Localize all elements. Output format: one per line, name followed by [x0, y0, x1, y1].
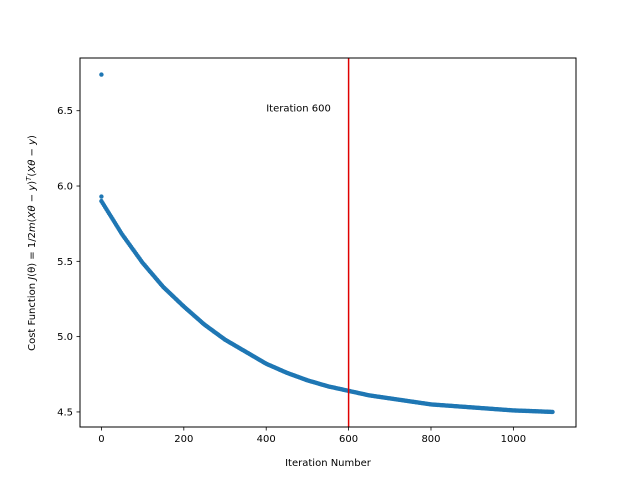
x-tick-label: 200 — [174, 434, 193, 445]
plot-frame — [79, 57, 577, 428]
x-tick-label: 600 — [339, 434, 358, 445]
y-label-equals: = 1/2 — [27, 232, 38, 263]
x-axis-label: Iteration Number — [285, 458, 372, 469]
annotation-iteration-600: Iteration 600 — [266, 104, 331, 115]
axis-ticks: 0 200 400 600 800 1000 4.5 5.0 5.5 6.0 6.5 — [57, 106, 526, 445]
y-label-minus2: − — [27, 145, 38, 160]
y-tick-label: 5.5 — [57, 257, 73, 268]
y-label-prefix: Cost Function — [27, 280, 38, 351]
y-label-x1: X — [27, 210, 38, 219]
y-axis-label: Cost Function J(θ) = 1/2m(Xθ − y)T(Xθ − … — [25, 135, 38, 351]
y-label-y2: y — [27, 138, 38, 146]
y-label-theta1: θ — [27, 205, 38, 211]
y-label-j: J — [27, 277, 38, 282]
y-label-paren-close1: ) — [27, 181, 38, 185]
y-tick-label: 6.0 — [57, 182, 73, 193]
y-tick-label: 6.5 — [57, 106, 73, 117]
y-label-theta-arg: (θ) — [27, 263, 38, 277]
outlier-point — [99, 194, 104, 199]
y-label-x2: X — [27, 165, 38, 174]
x-tick-label: 0 — [98, 434, 104, 445]
y-label-superscript-t: T — [25, 176, 33, 181]
y-label-theta2: θ — [27, 160, 38, 166]
x-tick-label: 400 — [257, 434, 276, 445]
data-marks — [99, 72, 555, 415]
y-tick-label: 5.0 — [57, 332, 73, 343]
y-label-minus1: − — [27, 191, 38, 206]
y-label-paren-close2: ) — [27, 135, 38, 139]
y-tick-label: 4.5 — [57, 407, 73, 418]
y-label-m: m — [27, 222, 38, 232]
y-label-paren-open: ( — [27, 218, 38, 222]
x-tick-label: 1000 — [501, 434, 526, 445]
y-label-y1: y — [27, 184, 38, 192]
y-label-paren-open2: ( — [27, 173, 38, 177]
outlier-point — [99, 72, 104, 77]
data-point — [550, 409, 555, 415]
x-tick-label: 800 — [421, 434, 440, 445]
